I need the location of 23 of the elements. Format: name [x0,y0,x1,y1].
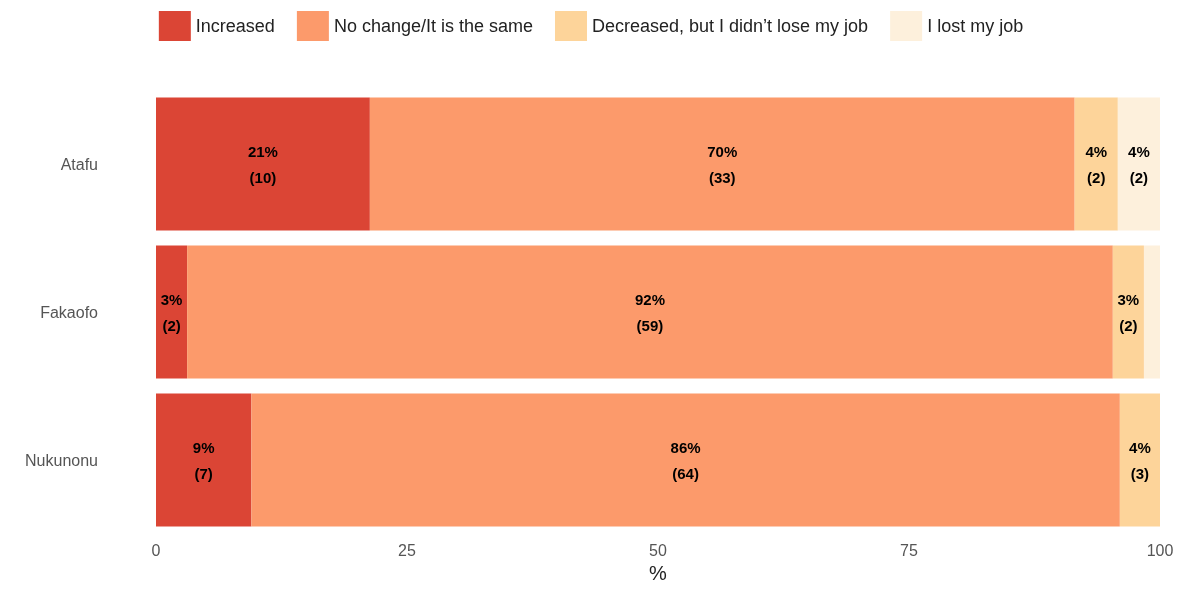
legend-label: No change/It is the same [333,16,533,36]
data-label: 9% (7) [192,438,215,482]
x-tick-label: 0 [151,541,161,559]
legend-label: I lost my job [927,16,1024,36]
y-tick-label: Nukunonu [25,451,98,469]
data-label: 70% (33) [707,142,738,186]
y-tick-label: Fakaofo [40,303,99,321]
y-tick-label: Atafu [60,155,98,173]
x-axis-title: % [649,561,668,584]
x-tick-label: 50 [649,541,667,559]
data-label: 92% (59) [634,290,665,334]
x-tick-label: 75 [900,541,918,559]
data-label: 3% (2) [1117,290,1140,334]
data-label: 3% (2) [160,290,183,334]
data-label: 4% (2) [1085,142,1108,186]
x-tick-label: 100 [1146,541,1174,559]
legend-label: Increased [195,16,275,36]
x-tick-label: 25 [398,541,416,559]
data-label: 86% (64) [670,438,701,482]
data-label: 4% (2) [1128,142,1150,186]
legend-label: Decreased, but I didn’t lose my job [591,16,869,36]
data-label: 21% (10) [247,142,278,186]
data-label: 4% (3) [1129,438,1151,482]
